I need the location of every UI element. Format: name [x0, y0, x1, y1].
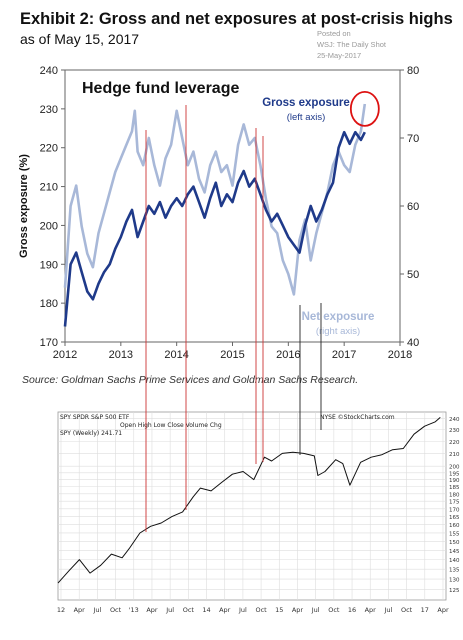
x-tick-label: 2018	[388, 349, 412, 361]
spy-x-tick-label: '13	[129, 606, 139, 614]
spy-y-tick-label: 135	[449, 568, 460, 574]
spy-y-tick-label: 125	[449, 588, 460, 594]
gross-series-label: Gross exposure	[262, 97, 350, 109]
spy-header-watermark: NYSE ©StockCharts.com	[320, 414, 395, 421]
spy-x-tick-label: Oct	[110, 606, 122, 614]
spy-y-tick-label: 180	[449, 492, 460, 498]
spy-x-tick-label: 15	[275, 606, 283, 614]
spy-y-tick-label: 240	[449, 417, 460, 423]
spy-plot-frame	[57, 411, 447, 601]
spy-x-tick-label: 14	[202, 606, 210, 614]
spy-y-tick-label: 230	[449, 428, 460, 434]
y-tick-label: 190	[40, 259, 58, 271]
spy-x-tick-label: Jul	[311, 606, 320, 614]
spy-x-tick-label: Apr	[146, 606, 158, 614]
y-tick-label: 240	[40, 65, 58, 77]
source-note: Source: Goldman Sachs Prime Services and…	[22, 374, 359, 386]
spy-header-symbol: SPY SPDR S&P 500 ETF	[60, 414, 130, 421]
exhibit-subtitle: as of May 15, 2017	[20, 31, 140, 47]
y-tick-label: 230	[40, 104, 58, 116]
spy-x-tick-label: 16	[348, 606, 356, 614]
y2-tick-label: 50	[407, 269, 419, 281]
spy-x-tick-label: 12	[57, 606, 65, 614]
spy-y-tick-label: 165	[449, 515, 460, 521]
spy-y-tick-label: 170	[449, 507, 460, 513]
spy-y-tick-label: 155	[449, 531, 460, 537]
posted-note: Posted on WSJ: The Daily Shot 25-May-201…	[317, 28, 386, 61]
spy-y-tick-label: 185	[449, 485, 460, 491]
spy-x-tick-label: Apr	[74, 606, 86, 614]
gross-exposure-line	[63, 130, 366, 327]
posted-line: WSJ: The Daily Shot	[316, 40, 386, 49]
chart-title: Hedge fund leverage	[82, 80, 239, 97]
x-tick-label: 2012	[53, 349, 77, 361]
spy-y-tick-label: 175	[449, 500, 460, 506]
highlight-circle	[349, 90, 380, 127]
spy-y-tick-label: 145	[449, 549, 460, 555]
net-series-sublabel: (right axis)	[316, 326, 360, 337]
plot-frame	[64, 69, 401, 343]
hedge-fund-leverage-chart: 2012 2013 2014 2015 2016 2017 2018 170 180 190 200…	[18, 65, 419, 361]
gross-series-sublabel: (left axis)	[287, 112, 326, 123]
spy-x-tick-label: Apr	[219, 606, 231, 614]
spy-x-tick-label: 17	[421, 606, 429, 614]
spy-x-tick-label: Apr	[437, 606, 449, 614]
y-tick-label: 220	[40, 143, 58, 155]
spy-price-line	[57, 417, 441, 584]
spy-header-legend: SPY (Weekly) 241.71	[60, 430, 122, 437]
spy-x-tick-label: Jul	[92, 606, 101, 614]
y2-tick-label: 80	[407, 65, 419, 77]
spy-x-tick-label: Jul	[165, 606, 174, 614]
spy-y-tick-label: 130	[449, 578, 460, 584]
exhibit-panel: 2012 2013 2014 2015 2016 2017 2018 170 180 190 200…	[8, 4, 453, 398]
spy-x-tick-label: Oct	[255, 606, 267, 614]
spy-x-tick-label: Jul	[384, 606, 393, 614]
spy-header-fields: Open High Low Close Volume Chg	[120, 422, 222, 429]
posted-line: 25-May-2017	[316, 51, 362, 60]
y2-tick-label: 70	[407, 133, 419, 145]
y-tick-label: 180	[40, 298, 58, 310]
spy-x-tick-label: Jul	[238, 606, 247, 614]
exhibit-title: Exhibit 2: Gross and net exposures at po…	[20, 10, 453, 28]
spy-x-tick-label: Apr	[365, 606, 377, 614]
spy-y-tick-label: 210	[449, 452, 460, 458]
spy-y-tick-label: 190	[449, 478, 460, 484]
spy-y-tick-label: 220	[449, 440, 460, 446]
spy-y-tick-label: 150	[449, 540, 460, 546]
y-tick-label: 200	[40, 220, 58, 232]
spy-x-tick-label: Apr	[292, 606, 304, 614]
x-tick-label: 2013	[109, 349, 133, 361]
x-tick-label: 2015	[220, 349, 244, 361]
y-axis-label: Gross exposure (%)	[18, 154, 30, 258]
spy-x-tick-label: Oct	[328, 606, 340, 614]
y-tick-label: 210	[40, 182, 58, 194]
net-exposure-line	[63, 103, 367, 296]
posted-line: Posted on	[316, 29, 351, 38]
x-tick-label: 2017	[332, 349, 356, 361]
spy-x-tick-label: Oct	[183, 606, 195, 614]
x-tick-label: 2016	[276, 349, 300, 361]
spy-y-tick-label: 160	[449, 523, 460, 529]
y2-tick-label: 40	[407, 337, 419, 349]
spy-y-tick-label: 195	[449, 471, 460, 477]
spy-y-tick-label: 140	[449, 558, 460, 564]
spy-y-tick-label: 200	[449, 465, 460, 471]
x-tick-label: 2014	[164, 349, 188, 361]
y-tick-label: 170	[40, 337, 58, 349]
y2-tick-label: 60	[407, 201, 419, 213]
spy-x-tick-label: Oct	[401, 606, 413, 614]
net-series-label: Net exposure	[302, 311, 375, 323]
